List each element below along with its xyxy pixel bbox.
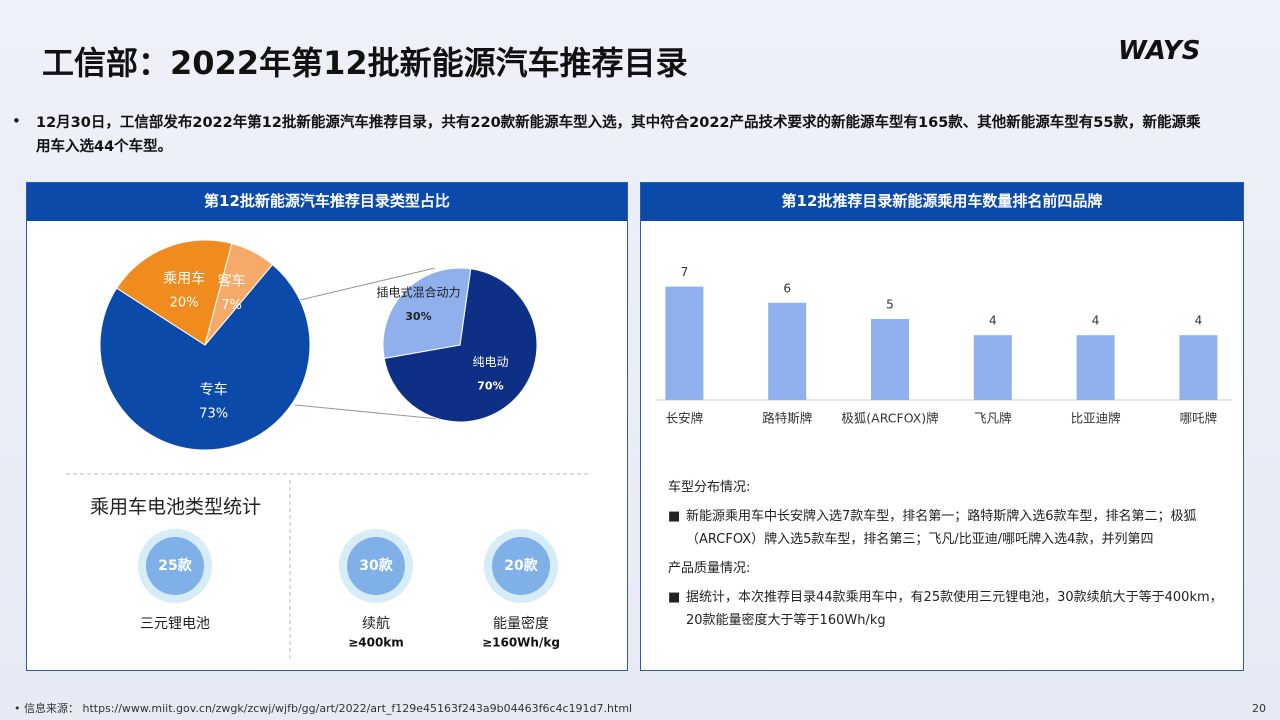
- source: • 信息来源： https://www.miit.gov.cn/zwgk/zcw…: [14, 702, 633, 715]
- badge-label: 能量密度: [493, 615, 549, 632]
- badge-sub: ≥400km: [348, 636, 404, 650]
- bar: [768, 302, 807, 400]
- bar-label: 5: [886, 298, 894, 312]
- bar-label: 7: [681, 265, 689, 279]
- pie-slice: [204, 242, 274, 346]
- bar-label: 6: [783, 281, 791, 295]
- badge-value: 20款: [504, 557, 538, 574]
- badge: [492, 537, 550, 595]
- pie-slice: [99, 263, 311, 451]
- notes: 车型分布情况: ■ 新能源乘用车中长安牌入选7款车型，排名第一；路特斯牌入选6款车…: [668, 476, 1228, 632]
- bar: [665, 286, 704, 400]
- x-tick-label: 极狐(ARCFOX)牌: [841, 411, 938, 426]
- slice-value: 20%: [170, 296, 199, 311]
- x-tick-label: 飞凡牌: [974, 411, 1012, 426]
- connector: [299, 267, 436, 301]
- slice-value: 73%: [199, 407, 228, 422]
- note-item: ■ 新能源乘用车中长安牌入选7款车型，排名第一；路特斯牌入选6款车型，排名第二；极…: [668, 505, 1228, 551]
- note-text: 据统计，本次推荐目录44款乘用车中，有25款使用三元锂电池，30款续航大于等于4…: [686, 590, 1223, 628]
- slice-label: 插电式混合动力: [376, 284, 460, 299]
- bullet: 12月30日，工信部发布2022年第12批新能源汽车推荐目录，共有220款新能源…: [36, 115, 1201, 155]
- title: 工信部：2022年第12批新能源汽车推荐目录: [42, 44, 688, 82]
- bar: [1179, 335, 1218, 400]
- x-tick-label: 哪吒牌: [1180, 411, 1218, 426]
- bar-label: 4: [1195, 314, 1203, 328]
- slice-label: 客车: [218, 273, 246, 290]
- badge-value: 25款: [158, 557, 192, 574]
- page-number: 20: [1252, 702, 1266, 715]
- note-item: ■ 据统计，本次推荐目录44款乘用车中，有25款使用三元锂电池，30款续航大于等于…: [668, 586, 1228, 632]
- bar-label: 4: [1092, 314, 1100, 328]
- panel-title: 第12批推荐目录新能源乘用车数量排名前四品牌: [641, 183, 1243, 221]
- pie-slice: [116, 239, 233, 346]
- note-heading: 产品质量情况:: [668, 561, 751, 576]
- note-text: 新能源乘用车中长安牌入选7款车型，排名第一；路特斯牌入选6款车型，排名第二；极狐…: [686, 509, 1197, 547]
- pie-slice: [382, 267, 472, 359]
- badge: [347, 537, 405, 595]
- x-tick-label: 路特斯牌: [762, 411, 812, 426]
- slice-label: 专车: [200, 381, 228, 398]
- source-label: 信息来源：: [24, 702, 79, 715]
- x-tick-label: 比亚迪牌: [1071, 411, 1121, 426]
- logo: WAYS: [1118, 36, 1201, 66]
- bar-label: 4: [989, 314, 997, 328]
- bar: [973, 335, 1012, 400]
- right-panel: 第12批推荐目录新能源乘用车数量排名前四品牌: [640, 182, 1244, 671]
- badge-label: 续航: [362, 615, 390, 632]
- bullet-dot: •: [12, 112, 21, 130]
- slice-value: 70%: [477, 379, 503, 392]
- badge-label: 三元锂电池: [140, 616, 210, 632]
- note-heading: 车型分布情况:: [668, 480, 751, 495]
- badge-value: 30款: [359, 557, 393, 574]
- bar: [1076, 335, 1115, 400]
- slice-label: 乘用车: [163, 270, 205, 287]
- battery-title: 乘用车电池类型统计: [90, 496, 262, 518]
- slice-value: 7%: [221, 298, 242, 313]
- badge: [146, 537, 204, 595]
- connector: [294, 404, 461, 422]
- source-url: https://www.miit.gov.cn/zwgk/zcwj/wjfb/g…: [82, 702, 633, 715]
- badge-sub: ≥160Wh/kg: [482, 636, 560, 650]
- x-tick-label: 长安牌: [666, 411, 704, 426]
- slice-value: 30%: [405, 310, 431, 323]
- panel-title: 第12批新能源汽车推荐目录类型占比: [27, 183, 627, 221]
- slice-label: 纯电动: [472, 355, 508, 369]
- bar: [871, 319, 909, 400]
- pie-slice: [383, 268, 538, 423]
